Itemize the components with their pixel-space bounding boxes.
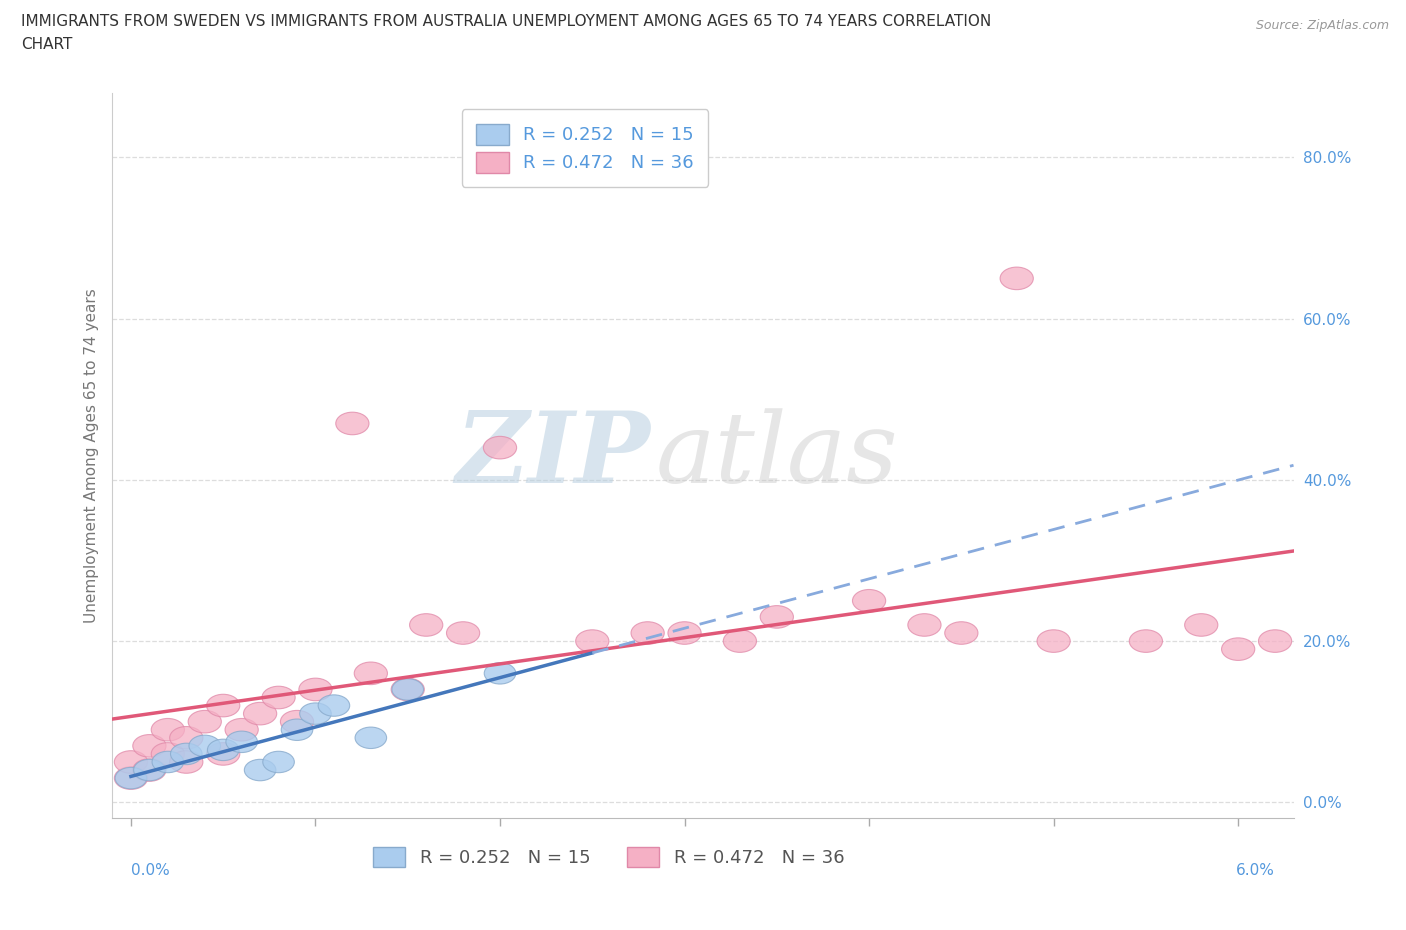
Ellipse shape: [132, 759, 166, 781]
Ellipse shape: [114, 767, 148, 790]
Ellipse shape: [336, 412, 368, 434]
Ellipse shape: [354, 662, 388, 684]
Text: 0.0%: 0.0%: [131, 863, 170, 878]
Ellipse shape: [299, 703, 332, 724]
Ellipse shape: [170, 751, 202, 773]
Ellipse shape: [852, 590, 886, 612]
Ellipse shape: [356, 727, 387, 749]
Ellipse shape: [226, 731, 257, 752]
Text: CHART: CHART: [21, 37, 73, 52]
Ellipse shape: [208, 739, 239, 761]
Ellipse shape: [207, 695, 240, 717]
Ellipse shape: [723, 630, 756, 652]
Ellipse shape: [391, 678, 425, 700]
Ellipse shape: [1222, 638, 1254, 660]
Ellipse shape: [447, 622, 479, 644]
Legend: R = 0.252   N = 15, R = 0.472   N = 36: R = 0.252 N = 15, R = 0.472 N = 36: [461, 110, 709, 187]
Ellipse shape: [281, 719, 312, 740]
Ellipse shape: [170, 743, 202, 764]
Ellipse shape: [170, 726, 202, 749]
Ellipse shape: [484, 662, 516, 684]
Ellipse shape: [188, 711, 221, 733]
Ellipse shape: [409, 614, 443, 636]
Ellipse shape: [631, 622, 664, 644]
Ellipse shape: [188, 735, 221, 757]
Ellipse shape: [114, 751, 148, 773]
Ellipse shape: [132, 735, 166, 757]
Ellipse shape: [1000, 267, 1033, 289]
Ellipse shape: [1129, 630, 1163, 652]
Ellipse shape: [318, 695, 350, 716]
Ellipse shape: [299, 678, 332, 700]
Text: IMMIGRANTS FROM SWEDEN VS IMMIGRANTS FROM AUSTRALIA UNEMPLOYMENT AMONG AGES 65 T: IMMIGRANTS FROM SWEDEN VS IMMIGRANTS FRO…: [21, 14, 991, 29]
Ellipse shape: [262, 686, 295, 709]
Text: atlas: atlas: [655, 408, 898, 503]
Ellipse shape: [207, 743, 240, 765]
Ellipse shape: [280, 711, 314, 733]
Ellipse shape: [243, 702, 277, 724]
Ellipse shape: [152, 719, 184, 741]
Ellipse shape: [945, 622, 979, 644]
Ellipse shape: [152, 743, 184, 765]
Ellipse shape: [575, 630, 609, 652]
Ellipse shape: [1258, 630, 1292, 652]
Ellipse shape: [668, 622, 702, 644]
Ellipse shape: [263, 751, 294, 773]
Text: Source: ZipAtlas.com: Source: ZipAtlas.com: [1256, 19, 1389, 32]
Ellipse shape: [245, 759, 276, 781]
Text: ZIP: ZIP: [456, 407, 650, 504]
Ellipse shape: [1185, 614, 1218, 636]
Ellipse shape: [134, 759, 165, 781]
Ellipse shape: [1038, 630, 1070, 652]
Y-axis label: Unemployment Among Ages 65 to 74 years: Unemployment Among Ages 65 to 74 years: [83, 288, 98, 623]
Ellipse shape: [484, 436, 516, 458]
Ellipse shape: [152, 751, 184, 773]
Ellipse shape: [908, 614, 941, 636]
Ellipse shape: [761, 605, 793, 628]
Ellipse shape: [225, 719, 259, 741]
Text: 6.0%: 6.0%: [1236, 863, 1275, 878]
Ellipse shape: [115, 767, 146, 789]
Ellipse shape: [392, 679, 423, 700]
